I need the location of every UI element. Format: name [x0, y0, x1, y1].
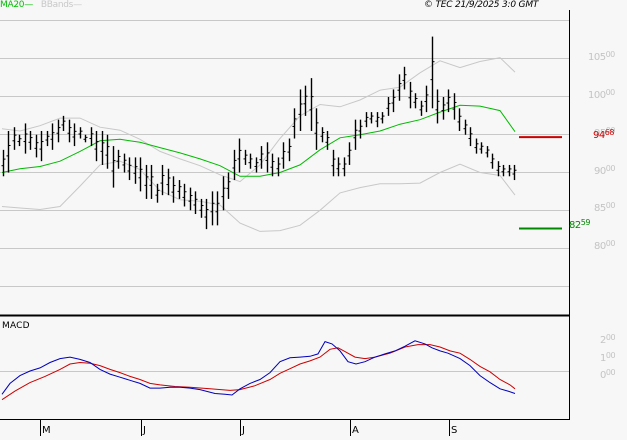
ma20-line — [1, 104, 516, 177]
support-resistance-levels — [519, 136, 562, 230]
chart-legend: MA20— BBands— — [0, 0, 82, 11]
legend-bbands: BBands— — [40, 0, 82, 10]
month-label: J — [143, 425, 146, 436]
macd-lines — [1, 340, 516, 401]
price-label: 8500 — [594, 201, 615, 215]
price-label: 9000 — [594, 163, 615, 177]
ohlc-bars — [1, 36, 517, 230]
month-label: A — [352, 425, 359, 436]
legend-ma20: MA20— — [0, 0, 33, 10]
copyright-timestamp: © TEC 21/9/2025 3:0 GMT — [424, 0, 539, 10]
month-label: S — [451, 425, 458, 436]
price-label: 9500 — [594, 125, 615, 139]
chart-frame — [0, 10, 570, 436]
support-label: 8259 — [569, 218, 590, 231]
price-label: 8000 — [594, 239, 615, 252]
price-label: 10500 — [588, 50, 615, 64]
resistance-label: 9468 — [593, 128, 614, 141]
price-gridlines — [0, 20, 569, 372]
macd-label: 200 — [600, 333, 616, 346]
month-label: M — [42, 425, 51, 436]
macd-label: 000 — [600, 368, 616, 381]
month-label: J — [242, 425, 245, 436]
macd-title: MACD — [2, 321, 30, 331]
price-label: 10000 — [588, 88, 615, 101]
macd-label: 100 — [600, 351, 616, 364]
bbands-lines — [1, 57, 516, 232]
